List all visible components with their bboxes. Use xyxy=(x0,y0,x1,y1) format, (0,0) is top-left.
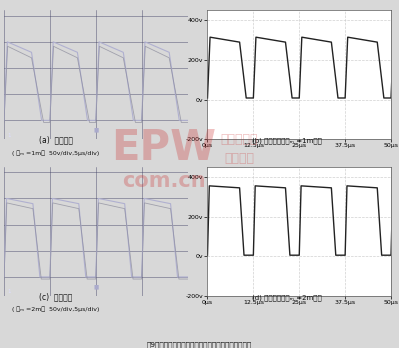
Text: (b) 仿真波形（Ｌₘ =1mＨ）: (b) 仿真波形（Ｌₘ =1mＨ） xyxy=(252,138,322,144)
Text: ( Ｌₘ =2mＨ  50v/div,5μs/div): ( Ｌₘ =2mＨ 50v/div,5μs/div) xyxy=(12,307,99,313)
Text: ( Ｌₘ =1mＨ  50v/div,5μs/div): ( Ｌₘ =1mＨ 50v/div,5μs/div) xyxy=(12,150,99,156)
Text: 信息技术: 信息技术 xyxy=(224,152,255,165)
Text: (d) 仿真波形（Ｌₘ =2mＨ）: (d) 仿真波形（Ｌₘ =2mＨ） xyxy=(253,294,322,301)
Text: 1: 1 xyxy=(8,133,11,137)
Text: ■: ■ xyxy=(93,284,99,289)
Text: (a)  实验波形: (a) 实验波形 xyxy=(39,136,73,145)
Text: com.cn: com.cn xyxy=(122,171,205,191)
Text: (c)  实验波形: (c) 实验波形 xyxy=(39,292,73,301)
Text: 1: 1 xyxy=(8,289,11,294)
Text: ■: ■ xyxy=(93,128,99,133)
Text: EPW: EPW xyxy=(111,127,216,169)
Text: 图9不同的激磁电感对关断时的开关管肩通电压的影响: 图9不同的激磁电感对关断时的开关管肩通电压的影响 xyxy=(147,341,252,348)
Text: 电子元件与: 电子元件与 xyxy=(221,133,258,146)
